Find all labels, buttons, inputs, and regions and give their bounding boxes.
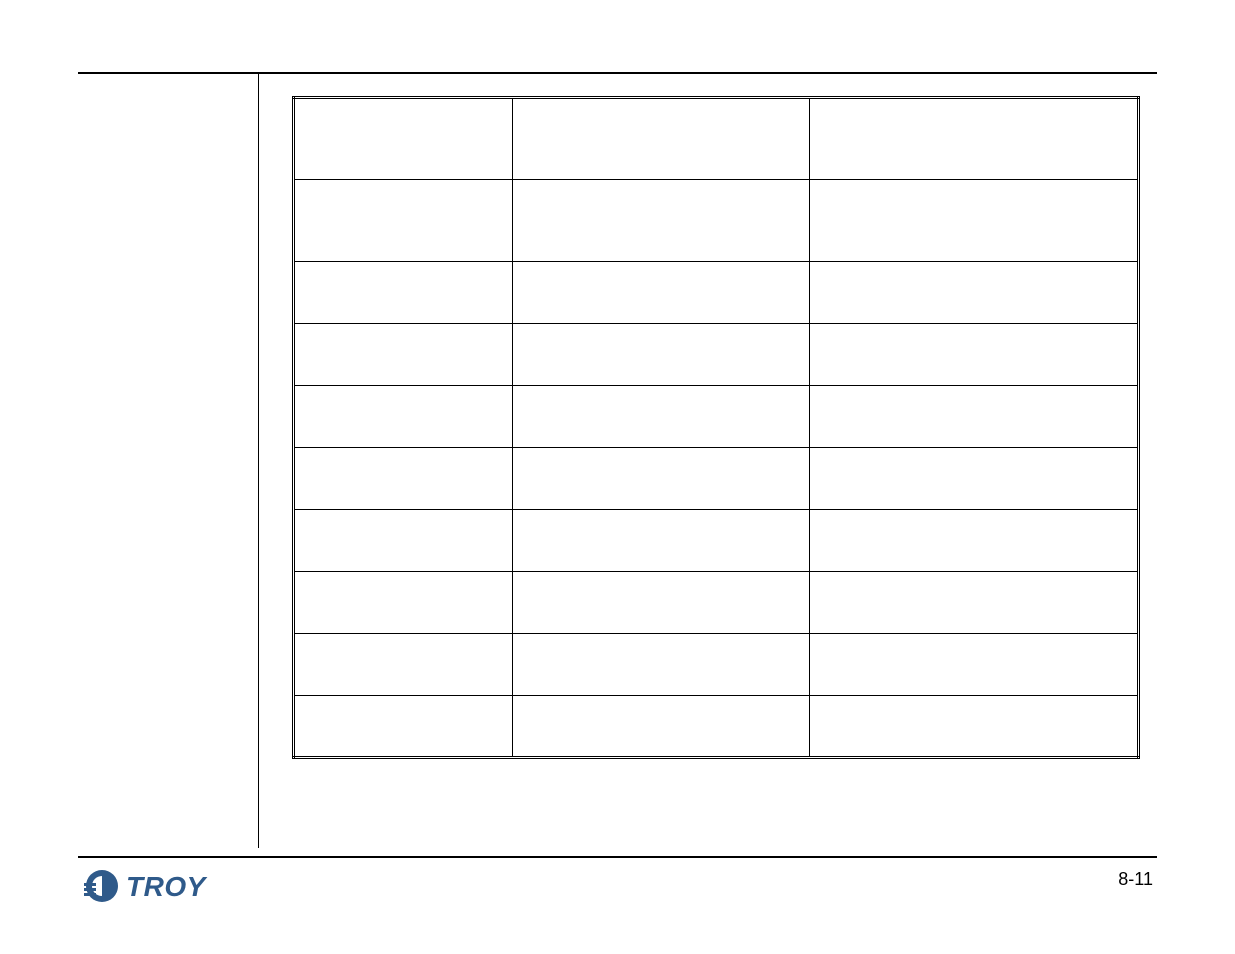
table-cell bbox=[810, 510, 1139, 572]
top-horizontal-rule bbox=[78, 72, 1157, 74]
table-cell bbox=[513, 510, 810, 572]
table-cell bbox=[513, 180, 810, 262]
table-cell bbox=[810, 262, 1139, 324]
table-row bbox=[294, 510, 1139, 572]
table-cell bbox=[513, 448, 810, 510]
table-cell bbox=[810, 634, 1139, 696]
table-cell bbox=[294, 324, 513, 386]
logo: TROY bbox=[82, 868, 206, 906]
table-row bbox=[294, 386, 1139, 448]
table-cell bbox=[810, 180, 1139, 262]
table-row bbox=[294, 98, 1139, 180]
table-row bbox=[294, 180, 1139, 262]
left-vertical-divider bbox=[258, 72, 259, 848]
table-cell bbox=[513, 572, 810, 634]
table-cell bbox=[294, 572, 513, 634]
page-number: 8-11 bbox=[1118, 869, 1153, 890]
table-cell bbox=[513, 98, 810, 180]
table-row bbox=[294, 572, 1139, 634]
table-cell bbox=[513, 262, 810, 324]
table-cell bbox=[294, 386, 513, 448]
table-cell bbox=[294, 180, 513, 262]
logo-text: TROY bbox=[126, 871, 206, 903]
table-cell bbox=[810, 572, 1139, 634]
table-cell bbox=[513, 324, 810, 386]
table-cell bbox=[294, 262, 513, 324]
table-row bbox=[294, 634, 1139, 696]
table-cell bbox=[810, 324, 1139, 386]
table-row bbox=[294, 262, 1139, 324]
table-cell bbox=[513, 634, 810, 696]
logo-mark-icon bbox=[82, 868, 122, 906]
table-cell bbox=[294, 448, 513, 510]
table-cell bbox=[294, 696, 513, 758]
table-row bbox=[294, 324, 1139, 386]
table-row bbox=[294, 696, 1139, 758]
table-cell bbox=[294, 634, 513, 696]
table-row bbox=[294, 448, 1139, 510]
content-area bbox=[292, 96, 1139, 774]
table-cell bbox=[513, 386, 810, 448]
table-cell bbox=[810, 386, 1139, 448]
data-table bbox=[292, 96, 1140, 759]
table-cell bbox=[513, 696, 810, 758]
table-cell bbox=[810, 448, 1139, 510]
table-cell bbox=[294, 98, 513, 180]
table-cell bbox=[810, 98, 1139, 180]
table-cell bbox=[294, 510, 513, 572]
table-cell bbox=[810, 696, 1139, 758]
bottom-horizontal-rule bbox=[78, 856, 1157, 858]
